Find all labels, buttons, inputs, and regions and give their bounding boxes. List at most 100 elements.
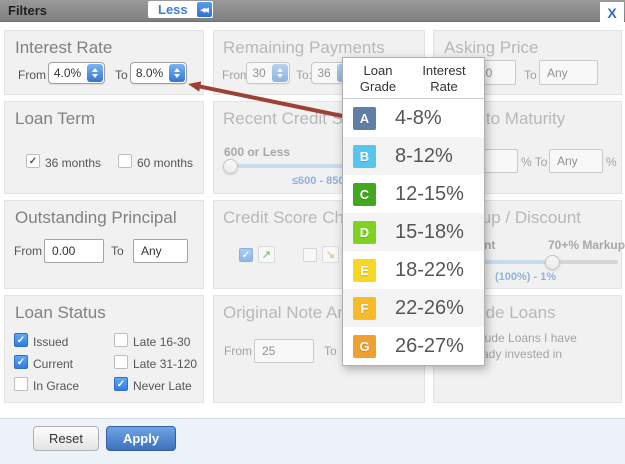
note-amount-from-input[interactable]: 25 [254, 339, 314, 363]
stepper-icon[interactable] [272, 64, 288, 82]
slider-right-label: 70+% Markup [548, 238, 625, 252]
section-original-note-amount: Original Note Amount From 25 To [213, 295, 425, 403]
from-label: From: [222, 68, 254, 82]
grade-badge: D [353, 220, 376, 244]
section-title: Interest Rate [15, 38, 113, 57]
checkbox-label: 60 months [137, 156, 194, 170]
yield-to-input[interactable]: Any [549, 149, 603, 173]
close-button[interactable]: X [600, 2, 624, 23]
checkbox-label: Late 31-120 [133, 357, 198, 371]
rate-range: 15-18% [395, 220, 464, 243]
markup-slider-handle[interactable] [545, 255, 560, 270]
section-title: Asking Price [444, 38, 539, 57]
column-header-loan-grade: Loan Grade [359, 63, 397, 94]
arrow-down-right-icon: ↘ [322, 246, 339, 263]
checkbox-score-down[interactable] [303, 248, 317, 262]
section-outstanding-principal: Outstanding Principal From 0.00 To Any [4, 200, 204, 289]
grade-badge: A [353, 106, 376, 130]
reset-button[interactable]: Reset [33, 426, 99, 451]
section-loan-status: Loan Status Issued Current In Grace Late… [4, 295, 204, 403]
remaining-payments-from-value: 30 [252, 66, 266, 80]
principal-to-input[interactable]: Any [133, 239, 188, 263]
checkbox-36-months[interactable] [26, 154, 40, 168]
to-label: To [524, 68, 537, 82]
grade-badge: E [353, 258, 376, 282]
slider-range-label: ≤600 - 850 [292, 175, 345, 187]
table-row: G 26-27% [343, 327, 484, 365]
checkbox-in-grace[interactable] [14, 377, 28, 391]
interest-rate-to-value: 8.0% [135, 66, 164, 80]
apply-button[interactable]: Apply [106, 426, 176, 451]
tooltip-header: Loan Grade Interest Rate [343, 58, 484, 100]
checkbox-label: In Grace [33, 379, 80, 393]
grade-badge: B [353, 144, 376, 168]
asking-price-to-input[interactable]: Any [539, 60, 598, 85]
panel-title: Filters [8, 3, 48, 18]
remaining-payments-from-select[interactable]: 30 [246, 62, 290, 84]
arrow-up-right-icon: ↗ [258, 246, 275, 263]
section-interest-rate: Interest Rate From 4.0% To 8.0% [4, 30, 204, 95]
stepper-icon[interactable] [87, 64, 103, 82]
to-label: To: [296, 68, 313, 82]
table-row: F 22-26% [343, 289, 484, 328]
markup-slider-track[interactable] [441, 260, 618, 264]
section-title: Outstanding Principal [15, 208, 177, 227]
checkbox-never-late[interactable] [114, 377, 128, 391]
checkbox-label: 36 months [45, 156, 102, 170]
slider-min-label: 600 or Less [224, 145, 291, 159]
checkbox-label: Exclude Loans I have already invested in [462, 331, 577, 361]
section-loan-term: Loan Term 36 months 60 months [4, 101, 204, 194]
rate-range: 18-22% [395, 258, 464, 281]
loan-grade-tooltip: Loan Grade Interest Rate A 4-8% B 8-12% … [342, 57, 485, 367]
table-row: C 12-15% [343, 175, 484, 213]
checkbox-label: Late 16-30 [133, 335, 191, 349]
less-button-label: Less [158, 2, 188, 17]
to-label: To [111, 244, 124, 258]
to-label: To [115, 68, 128, 82]
percent-to-label: % To [521, 155, 548, 169]
interest-rate-from-select[interactable]: 4.0% [48, 62, 105, 84]
title-bar: Filters Less ◀◀ X [0, 0, 625, 23]
table-row: A 4-8% [343, 99, 484, 137]
markup-slider-fill [441, 260, 553, 264]
section-title: Loan Term [15, 109, 96, 128]
slider-value-label: (100%) - 1% [495, 271, 557, 283]
rate-range: 12-15% [395, 182, 464, 205]
checkbox-label: Issued [33, 335, 69, 349]
credit-score-slider-track[interactable] [226, 164, 424, 168]
interest-rate-from-value: 4.0% [53, 66, 82, 80]
checkbox-60-months[interactable] [118, 154, 132, 168]
stepper-icon[interactable] [169, 64, 185, 82]
checkbox-current[interactable] [14, 355, 28, 369]
from-label: From [14, 244, 42, 258]
to-label: To [324, 344, 337, 358]
from-label: From [18, 68, 46, 82]
close-icon: X [607, 4, 617, 21]
remaining-payments-to-value: 36 [317, 66, 331, 80]
footer-bar: Reset Apply [0, 418, 625, 464]
grade-badge: F [353, 296, 376, 320]
chevron-double-left-icon: ◀◀ [197, 2, 212, 17]
checkbox-issued[interactable] [14, 333, 28, 347]
checkbox-late-16-30[interactable] [114, 333, 128, 347]
table-row: D 15-18% [343, 213, 484, 252]
interest-rate-to-select[interactable]: 8.0% [130, 62, 187, 84]
rate-range: 26-27% [395, 334, 464, 357]
grade-badge: C [353, 182, 376, 206]
column-header-interest-rate: Interest Rate [422, 63, 466, 94]
section-title: Remaining Payments [223, 38, 385, 57]
checkbox-score-up[interactable] [239, 248, 253, 262]
less-button[interactable]: Less ◀◀ [148, 1, 213, 18]
rate-range: 22-26% [395, 296, 464, 319]
rate-range: 4-8% [395, 106, 442, 129]
from-label: From [224, 344, 252, 358]
credit-score-slider-handle[interactable] [223, 159, 238, 174]
principal-from-input[interactable]: 0.00 [44, 239, 104, 263]
percent-suffix-label: % [606, 155, 617, 169]
rate-range: 8-12% [395, 144, 453, 167]
table-row: E 18-22% [343, 251, 484, 289]
checkbox-late-31-120[interactable] [114, 355, 128, 369]
table-row: B 8-12% [343, 137, 484, 176]
grade-badge: G [353, 334, 376, 358]
